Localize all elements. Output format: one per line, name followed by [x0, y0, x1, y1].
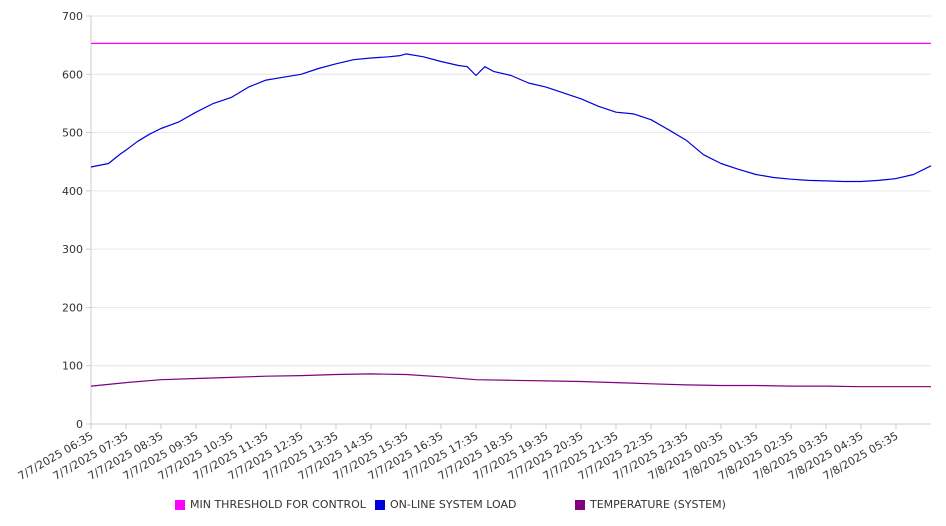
legend-swatch-temperature — [575, 499, 585, 510]
grid-lines — [91, 15, 931, 367]
series-lines — [90, 42, 932, 388]
series-line-2 — [90, 373, 931, 388]
legend-swatch-min-threshold — [175, 499, 185, 510]
y-axis-ticks: 0 100 200 300 400 500 600 700 — [62, 10, 91, 431]
y-tick-label: 600 — [62, 68, 83, 81]
x-axis-ticks: 7/7/2025 06:357/7/2025 07:357/7/2025 08:… — [16, 424, 901, 483]
legend-label-temperature: TEMPERATURE (SYSTEM) — [590, 498, 726, 511]
series-line-1 — [90, 53, 932, 183]
legend-label-min-threshold: MIN THRESHOLD FOR CONTROL — [190, 498, 366, 511]
legend-item-min-threshold[interactable]: MIN THRESHOLD FOR CONTROL — [175, 498, 366, 511]
y-tick-label: 500 — [62, 127, 83, 140]
y-tick-label: 400 — [62, 185, 83, 198]
legend-item-temperature[interactable]: TEMPERATURE (SYSTEM) — [575, 498, 726, 511]
legend-swatch-online-system-load — [375, 499, 385, 510]
y-tick-label: 100 — [62, 360, 83, 373]
y-tick-label: 200 — [62, 301, 83, 314]
legend-label-online-system-load: ON-LINE SYSTEM LOAD — [390, 498, 517, 511]
legend-item-online-system-load[interactable]: ON-LINE SYSTEM LOAD — [375, 498, 516, 511]
legend: MIN THRESHOLD FOR CONTROL ON-LINE SYSTEM… — [0, 498, 946, 516]
y-tick-label: 700 — [62, 10, 83, 23]
y-tick-label: 0 — [76, 418, 83, 431]
y-tick-label: 300 — [62, 243, 83, 256]
